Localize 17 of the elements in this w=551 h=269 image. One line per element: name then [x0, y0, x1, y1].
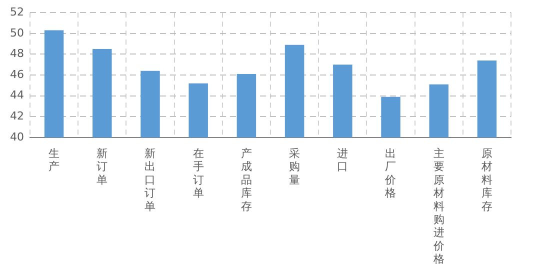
x-tick-label: 生产: [48, 146, 60, 174]
category-label: 主要原材料购进价格: [433, 146, 444, 266]
x-tick-label: 新出口订单: [144, 146, 156, 213]
x-tick-label: 出厂价格: [384, 146, 396, 200]
y-tick-label: 48: [10, 47, 24, 60]
y-tick-label: 50: [10, 26, 24, 40]
y-tick-label: 44: [10, 88, 24, 102]
y-tick-label: 52: [10, 5, 24, 18]
x-tick-label: 采购量: [289, 146, 300, 186]
x-tick-label: 原材料库存: [480, 146, 492, 213]
x-tick-label: 新订单: [96, 146, 108, 186]
y-tick-label: 40: [10, 130, 24, 144]
x-tick-label: 在手订单: [192, 146, 204, 200]
x-tick-label: 进口: [337, 146, 348, 174]
x-tick-label: 产成品库存: [240, 146, 252, 213]
y-tick-label: 42: [10, 110, 24, 123]
y-tick-label: 46: [10, 68, 24, 81]
